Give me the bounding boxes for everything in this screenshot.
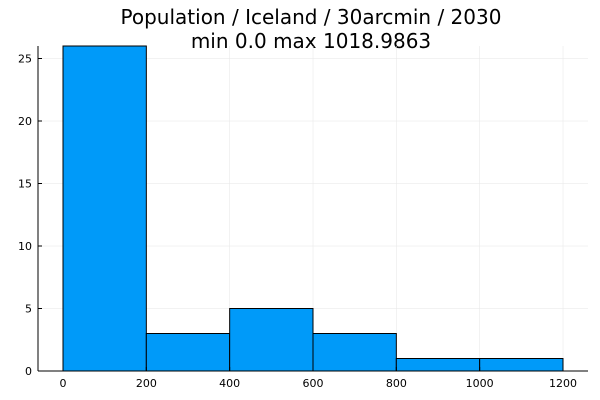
histogram-bar — [395, 358, 481, 372]
y-tick-label: 5 — [25, 303, 32, 316]
x-tick-label: 1000 — [466, 377, 494, 390]
histogram-bars — [62, 45, 564, 372]
y-tick-label: 10 — [18, 240, 32, 253]
chart-title: Population / Iceland / 30arcmin / 2030 m… — [121, 5, 502, 53]
x-tick-label: 200 — [136, 377, 157, 390]
histogram-bar — [145, 333, 231, 372]
y-axis-ticks: 0 5 10 15 20 25 — [18, 53, 42, 378]
x-tick-label: 0 — [60, 377, 67, 390]
chart-title-line-2: min 0.0 max 1018.9863 — [191, 29, 431, 53]
y-tick-label: 0 — [25, 365, 32, 378]
histogram-bar — [62, 45, 147, 372]
x-tick-label: 600 — [303, 377, 324, 390]
histogram-bar — [479, 358, 564, 372]
x-tick-label: 800 — [386, 377, 407, 390]
chart-title-line-1: Population / Iceland / 30arcmin / 2030 — [121, 5, 502, 29]
x-tick-label: 1200 — [549, 377, 577, 390]
x-tick-label: 400 — [219, 377, 240, 390]
y-tick-label: 15 — [18, 178, 32, 191]
x-axis-ticks: 0 200 400 600 800 1000 1200 — [60, 367, 577, 390]
histogram-bar — [312, 333, 397, 372]
y-tick-label: 25 — [18, 53, 32, 66]
y-tick-label: 20 — [18, 115, 32, 128]
histogram-bar — [229, 308, 314, 372]
